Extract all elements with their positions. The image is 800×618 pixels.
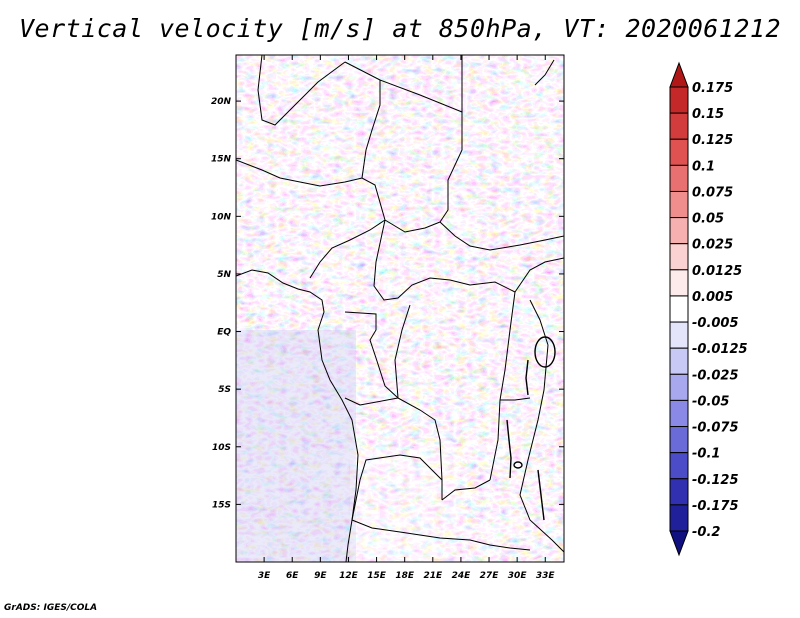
x-tick-label: 6E <box>286 571 299 581</box>
colorbar-segment <box>669 478 689 506</box>
colorbar-labels: 0.175 0.15 0.125 0.1 0.075 0.05 0.025 0.0125 0.0… <box>692 81 748 540</box>
y-tick-label: 15N <box>211 155 232 165</box>
colorbar-segment <box>669 426 689 454</box>
colorbar-min-triangle <box>669 530 689 557</box>
colorbar-level-label: 0.15 <box>692 107 724 122</box>
x-tick-label: 15E <box>367 571 387 581</box>
map-title: Vertical velocity [m/s] at 850hPa, VT: 2… <box>18 14 781 43</box>
x-tick-label: 24E <box>452 571 472 581</box>
colorbar-segment <box>669 164 689 192</box>
x-tick-label: 33E <box>536 571 556 581</box>
lakes <box>506 336 556 521</box>
colorbar-level-label: 0.0125 <box>692 264 742 279</box>
colorbar-segment <box>669 243 689 271</box>
y-tick-label: 10N <box>211 212 232 222</box>
grads-credit: GrADS: IGES/COLA <box>4 603 98 613</box>
colorbar-segment <box>669 504 689 532</box>
colorbar-level-label: -0.0125 <box>692 342 748 357</box>
x-tick-label: 27E <box>480 571 500 581</box>
x-tick-label: 12E <box>339 571 359 581</box>
colorbar <box>669 61 689 557</box>
colorbar-segment <box>669 399 689 428</box>
y-tick-label: 20N <box>211 97 232 107</box>
x-axis-ticks: 3E 6E 9E 12E 15E 18E 21E 24E 27E 30E 33E <box>258 55 556 581</box>
colorbar-level-label: 0.175 <box>692 81 733 96</box>
colorbar-max-triangle <box>669 61 689 88</box>
x-tick-label: 9E <box>314 571 327 581</box>
colorbar-level-label: 0.125 <box>692 133 733 148</box>
colorbar-level-label: -0.175 <box>692 499 739 514</box>
country-borders <box>236 55 564 562</box>
y-tick-label: 10S <box>212 443 231 453</box>
colorbar-segment <box>669 321 689 349</box>
x-tick-label: 3E <box>258 571 271 581</box>
colorbar-level-label: 0.075 <box>692 185 733 200</box>
y-tick-label: 15S <box>212 500 231 510</box>
y-tick-label: 5S <box>218 385 231 395</box>
y-axis-ticks: 20N 15N 10N 5N EQ 5S 10S 15S <box>211 97 564 510</box>
colorbar-level-label: -0.125 <box>692 473 739 488</box>
colorbar-level-label: -0.1 <box>692 447 720 462</box>
colorbar-level-label: 0.025 <box>692 238 733 253</box>
colorbar-level-label: -0.05 <box>692 394 729 409</box>
colorbar-level-label: -0.2 <box>692 525 720 540</box>
colorbar-level-label: 0.005 <box>692 290 733 305</box>
colorbar-level-label: 0.05 <box>692 212 724 227</box>
vertical-velocity-field <box>236 55 564 562</box>
colorbar-level-label: -0.075 <box>692 421 739 436</box>
colorbar-segment <box>669 347 689 375</box>
x-tick-label: 30E <box>508 571 528 581</box>
x-tick-label: 21E <box>423 571 443 581</box>
colorbar-segment <box>669 269 689 297</box>
x-tick-label: 18E <box>395 571 415 581</box>
colorbar-segment <box>669 373 689 401</box>
map-frame <box>235 54 565 563</box>
colorbar-segment <box>669 190 689 219</box>
y-tick-label: 5N <box>217 270 231 280</box>
colorbar-segment <box>669 86 689 114</box>
y-tick-label: EQ <box>217 328 231 338</box>
colorbar-segment <box>669 217 689 245</box>
colorbar-segment <box>669 452 689 480</box>
colorbar-segment <box>669 295 689 323</box>
colorbar-segment <box>669 138 689 166</box>
colorbar-level-label: -0.005 <box>692 316 739 331</box>
colorbar-segment <box>669 112 689 140</box>
colorbar-level-label: 0.1 <box>692 159 715 174</box>
colorbar-level-label: -0.025 <box>692 368 739 383</box>
